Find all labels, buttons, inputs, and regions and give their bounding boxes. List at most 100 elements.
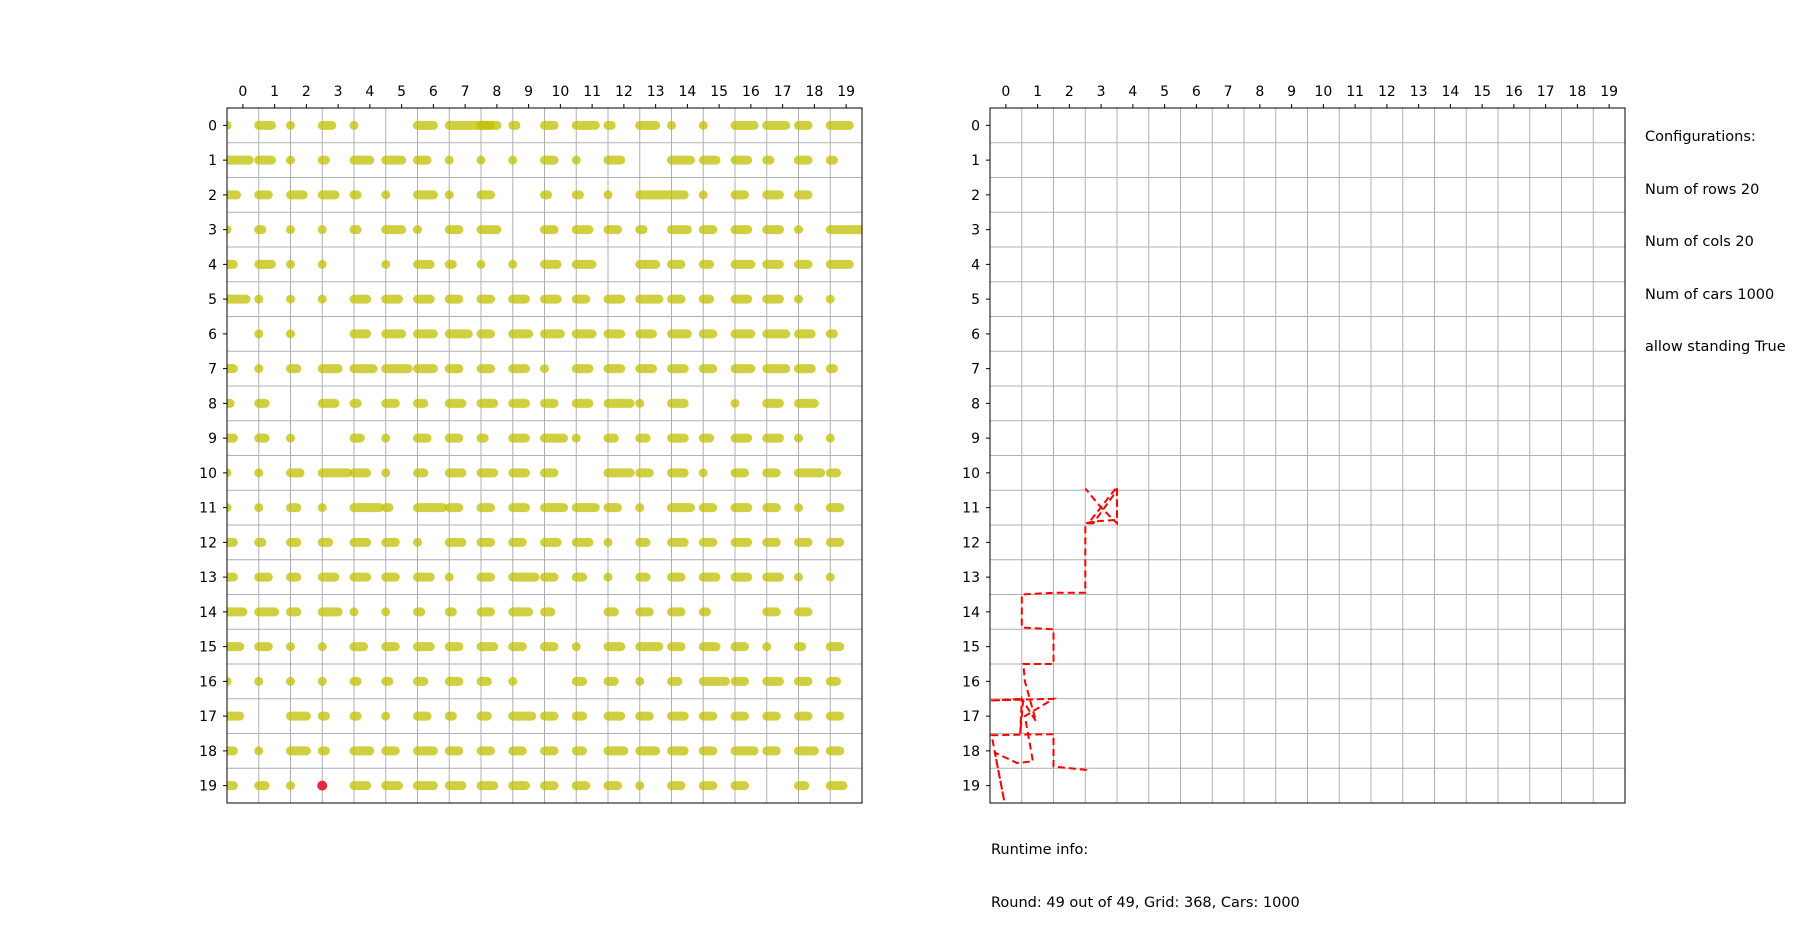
- configurations-heading: Configurations:: [1645, 129, 1756, 145]
- car-point: [254, 468, 264, 478]
- car-point: [635, 398, 645, 408]
- x-tick-label: 8: [492, 84, 501, 100]
- x-tick-label: 10: [551, 84, 569, 100]
- x-tick-label: 11: [1346, 84, 1364, 100]
- left-grid-plot: 0 1 2 3 4 5 6 7 8 9 10 11 12 13 14 15 16 17 18 190123456789…: [199, 84, 863, 804]
- car-point: [381, 468, 391, 478]
- car-point: [794, 225, 803, 235]
- plot-frame: [989, 107, 1626, 804]
- x-tick-label: 2: [1065, 84, 1074, 100]
- axis-ticks: 0 1 2 3 4 5 6 7 8 9 10 11 12 13 14 15 16 17 18 190123456789…: [962, 84, 1618, 795]
- x-tick-label: 18: [805, 84, 823, 100]
- car-point: [825, 433, 835, 443]
- y-tick-label: 12: [962, 535, 980, 551]
- y-tick-label: 13: [199, 570, 217, 586]
- car-point: [317, 294, 327, 304]
- x-tick-label: 16: [742, 84, 760, 100]
- x-tick-label: 19: [837, 84, 855, 100]
- y-tick-label: 13: [962, 570, 980, 586]
- x-tick-label: 4: [1128, 84, 1137, 100]
- car-point: [227, 676, 232, 686]
- car-point: [413, 225, 422, 235]
- car-point: [227, 468, 232, 478]
- y-tick-label: 15: [962, 640, 980, 656]
- x-tick-label: 4: [365, 84, 374, 100]
- runtime-info-panel: Runtime info: Round: 49 out of 49, Grid:…: [991, 807, 1300, 930]
- car-point: [381, 259, 391, 269]
- car-point: [381, 433, 391, 443]
- y-tick-label: 7: [971, 362, 980, 378]
- car-point: [254, 503, 264, 513]
- y-tick-label: 0: [971, 118, 980, 134]
- car-point: [730, 398, 740, 408]
- car-point: [444, 190, 454, 200]
- y-tick-label: 5: [208, 292, 217, 308]
- car-point: [286, 259, 295, 269]
- car-point: [227, 503, 232, 513]
- car-point: [286, 225, 295, 235]
- car-point: [254, 364, 264, 374]
- y-tick-label: 5: [971, 292, 980, 308]
- y-tick-label: 3: [208, 223, 217, 239]
- car-point: [349, 607, 359, 617]
- y-tick-label: 14: [962, 605, 980, 621]
- car-point: [286, 329, 295, 339]
- y-tick-label: 18: [199, 744, 217, 760]
- y-tick-label: 11: [962, 501, 980, 517]
- x-tick-label: 14: [1441, 84, 1459, 100]
- y-tick-label: 3: [971, 223, 980, 239]
- y-tick-label: 10: [199, 466, 217, 482]
- car-point: [476, 155, 486, 165]
- x-tick-label: 5: [397, 84, 406, 100]
- car-point: [508, 155, 518, 165]
- x-tick-label: 13: [1410, 84, 1428, 100]
- axis-ticks: 0 1 2 3 4 5 6 7 8 9 10 11 12 13 14 15 16 17 18 190123456789…: [199, 84, 855, 795]
- config-cols: Num of cols 20: [1645, 234, 1754, 250]
- right-route-plot: 0 1 2 3 4 5 6 7 8 9 10 11 12 13 14 15 16 17 18 190123456789…: [962, 84, 1626, 804]
- car-point: [254, 676, 264, 686]
- car-point: [571, 642, 581, 652]
- gridlines: [990, 108, 1625, 803]
- car-point: [698, 468, 708, 478]
- car-point: [381, 711, 391, 721]
- x-tick-label: 1: [1033, 84, 1042, 100]
- y-tick-label: 0: [208, 118, 217, 134]
- y-tick-label: 7: [208, 362, 217, 378]
- car-point: [254, 294, 264, 304]
- y-tick-label: 12: [199, 535, 217, 551]
- x-tick-label: 17: [1537, 84, 1555, 100]
- car-point: [635, 676, 645, 686]
- x-tick-label: 3: [334, 84, 343, 100]
- car-point: [317, 503, 327, 513]
- y-tick-label: 19: [962, 779, 980, 795]
- y-tick-label: 15: [199, 640, 217, 656]
- x-tick-label: 15: [1473, 84, 1491, 100]
- x-tick-label: 6: [429, 84, 438, 100]
- car-markers: [227, 120, 862, 791]
- y-tick-label: 17: [199, 709, 217, 725]
- runtime-heading: Runtime info:: [991, 842, 1089, 858]
- route-line: [989, 483, 1118, 802]
- configurations-panel: Configurations: Num of rows 20 Num of co…: [1645, 94, 1786, 374]
- y-tick-label: 9: [971, 431, 980, 447]
- car-point: [286, 433, 295, 443]
- y-tick-label: 10: [962, 466, 980, 482]
- car-point: [476, 259, 486, 269]
- car-point: [286, 642, 295, 652]
- car-point: [571, 155, 581, 165]
- x-tick-label: 13: [647, 84, 665, 100]
- car-point: [667, 120, 676, 130]
- car-point: [349, 120, 359, 130]
- y-tick-label: 2: [971, 188, 980, 204]
- car-point: [698, 120, 708, 130]
- x-tick-label: 16: [1505, 84, 1523, 100]
- car-point: [317, 642, 327, 652]
- x-tick-label: 8: [1255, 84, 1264, 100]
- highlighted-car: [317, 780, 328, 791]
- car-point: [635, 781, 645, 791]
- gridlines: [227, 108, 862, 803]
- car-point: [444, 155, 454, 165]
- x-tick-label: 6: [1192, 84, 1201, 100]
- config-cars: Num of cars 1000: [1645, 286, 1775, 303]
- x-tick-label: 5: [1160, 84, 1169, 100]
